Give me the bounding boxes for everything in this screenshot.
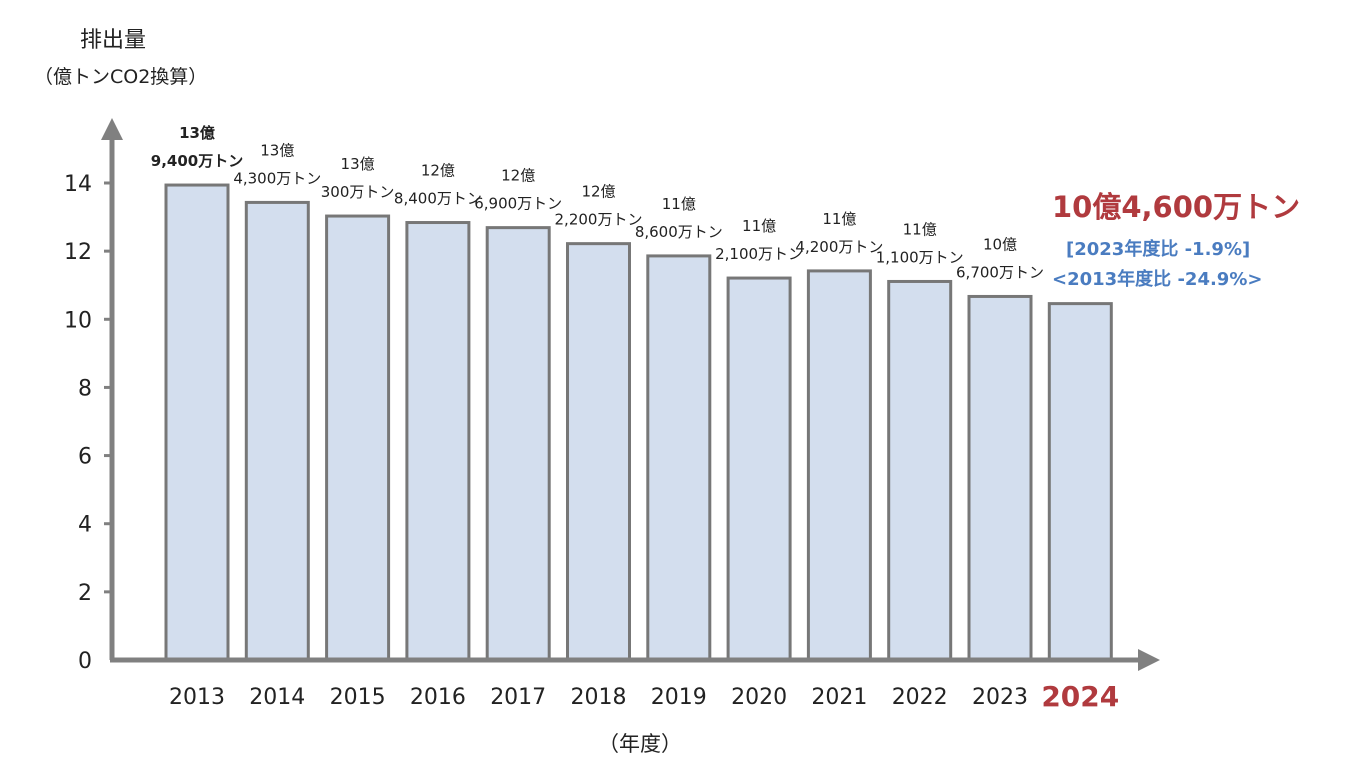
data-label-oku: 12億 bbox=[581, 183, 615, 201]
y-tick-label: 10 bbox=[64, 308, 92, 333]
data-label-man: 8,600万トン bbox=[635, 223, 723, 241]
data-label-man: 2,100万トン bbox=[715, 245, 803, 263]
data-label-man: 1,100万トン bbox=[876, 248, 964, 266]
bar-2014 bbox=[244, 200, 310, 662]
x-category-label: 2019 bbox=[651, 685, 707, 710]
data-label-oku: 11億 bbox=[662, 195, 696, 213]
y-tick-label: 12 bbox=[64, 240, 92, 265]
bar-2024 bbox=[1047, 302, 1113, 662]
data-label-oku: 13億 bbox=[260, 141, 294, 159]
x-axis-arrow bbox=[1138, 649, 1160, 671]
data-label-oku: 11億 bbox=[742, 217, 776, 235]
x-category-label: 2022 bbox=[892, 685, 948, 710]
y-tick-label: 4 bbox=[78, 513, 92, 538]
x-category-label: 2021 bbox=[811, 685, 867, 710]
data-label-oku: 11億 bbox=[822, 210, 856, 228]
vs-base-year-label: <2013年度比 -24.9%> bbox=[1052, 269, 1263, 290]
data-label-oku: 12億 bbox=[501, 167, 535, 185]
data-label-man: 2,200万トン bbox=[555, 211, 643, 229]
data-label-man: 6,900万トン bbox=[474, 195, 562, 213]
data-label-man: 300万トン bbox=[321, 183, 395, 201]
x-category-label: 2014 bbox=[249, 685, 305, 710]
bar-2013 bbox=[164, 183, 230, 662]
x-category-label: 2016 bbox=[410, 685, 466, 710]
bar-2017 bbox=[485, 226, 551, 662]
latest-total-label: 10億4,600万トン bbox=[1052, 190, 1301, 224]
y-tick-label: 6 bbox=[78, 445, 92, 470]
data-label-man: 8,400万トン bbox=[394, 190, 482, 208]
x-axis-title: （年度） bbox=[598, 732, 682, 756]
x-category-label: 2018 bbox=[571, 685, 627, 710]
bar-2019 bbox=[646, 254, 712, 662]
y-tick-label: 2 bbox=[78, 581, 92, 606]
data-label-oku: 10億 bbox=[983, 235, 1017, 253]
x-category-label: 2017 bbox=[490, 685, 546, 710]
bar-2016 bbox=[405, 221, 471, 662]
data-label-oku: 13億 bbox=[179, 124, 215, 142]
data-label-man: 6,700万トン bbox=[956, 263, 1044, 281]
vs-previous-year-label: [2023年度比 -1.9%] bbox=[1066, 239, 1251, 260]
x-category-label: 2023 bbox=[972, 685, 1028, 710]
bar-2018 bbox=[566, 242, 631, 662]
bar-2023 bbox=[967, 294, 1033, 662]
bar-2021 bbox=[806, 269, 872, 662]
data-label-oku: 12億 bbox=[421, 162, 455, 180]
bar-2020 bbox=[726, 276, 792, 662]
data-label-man: 9,400万トン bbox=[151, 152, 243, 170]
x-category-label: 2013 bbox=[169, 685, 225, 710]
x-category-label: 2024 bbox=[1041, 680, 1119, 713]
y-tick-label: 0 bbox=[78, 649, 92, 674]
data-label-man: 4,200万トン bbox=[795, 238, 883, 256]
y-axis-unit-label: （億トンCO2換算） bbox=[34, 66, 208, 88]
y-tick-label: 8 bbox=[78, 376, 92, 401]
bar-2015 bbox=[325, 214, 391, 662]
x-category-label: 2015 bbox=[330, 685, 386, 710]
x-category-label: 2020 bbox=[731, 685, 787, 710]
y-axis-arrow bbox=[101, 118, 123, 140]
y-axis-title: 排出量 bbox=[80, 28, 147, 53]
data-label-oku: 11億 bbox=[903, 220, 937, 238]
y-tick-label: 14 bbox=[64, 172, 92, 197]
data-label-oku: 13億 bbox=[341, 155, 375, 173]
data-label-man: 4,300万トン bbox=[233, 169, 321, 187]
bar-2022 bbox=[887, 279, 953, 662]
